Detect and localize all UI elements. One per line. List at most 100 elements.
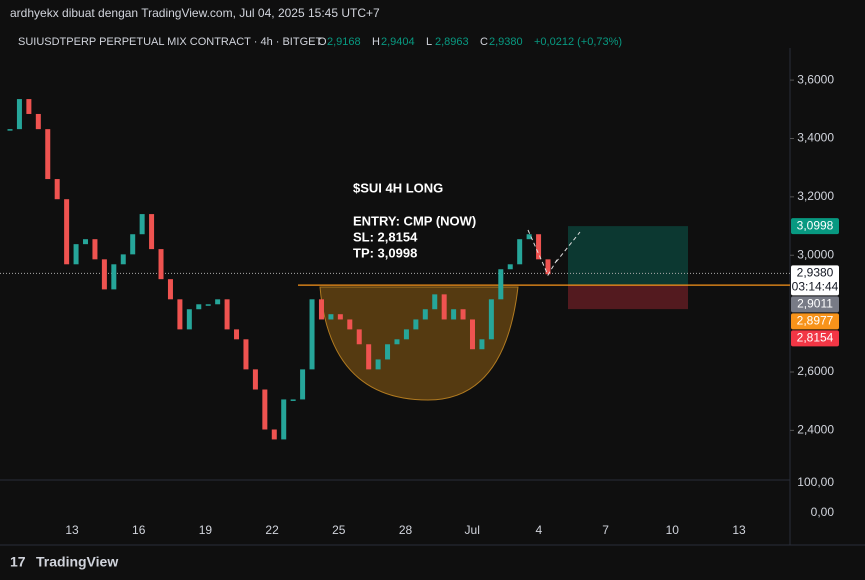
x-tick-label: 13 [732, 523, 746, 537]
x-tick-label: 4 [536, 523, 543, 537]
candle-body [101, 259, 107, 290]
annotation: SL: 2,8154 [353, 229, 418, 244]
price-label: 2,9011 [797, 297, 833, 311]
x-tick-label: 28 [399, 523, 413, 537]
price-label: 2,8977 [797, 314, 834, 328]
ohlc-key: O [318, 36, 327, 48]
candle-body [290, 399, 296, 401]
y-tick-label: 3,4000 [797, 131, 834, 145]
volume-tick-label: 100,00 [797, 475, 834, 489]
price-label-box [791, 330, 839, 347]
candle-body [309, 299, 315, 370]
candle-body [54, 179, 60, 200]
candle-body [45, 129, 51, 180]
x-tick-label: 16 [132, 523, 146, 537]
y-tick-label: 2,4000 [797, 423, 834, 437]
candle-body [26, 99, 32, 114]
candle-body [167, 279, 173, 300]
candle-body [469, 319, 475, 350]
byline: ardhyekx dibuat dengan TradingView.com, … [10, 6, 380, 20]
price-label-box [791, 218, 839, 235]
stop-zone [568, 285, 688, 310]
volume-tick-label: 0,00 [811, 505, 835, 519]
x-tick-label: 22 [265, 523, 279, 537]
ohlc-value: 2,9404 [381, 36, 415, 48]
candle-body [413, 319, 419, 330]
candle-body [300, 369, 306, 400]
candle-body [130, 234, 136, 255]
candle-body [234, 329, 240, 340]
candle-body [252, 369, 258, 390]
candle-body [375, 359, 381, 370]
candle-body [215, 299, 221, 305]
ohlc-key: L [426, 36, 432, 48]
candle-body [92, 239, 98, 260]
x-tick-label: 10 [666, 523, 680, 537]
candle-body [73, 244, 79, 265]
candle-body [507, 264, 513, 270]
price-label: 2,9380 [797, 266, 834, 280]
countdown: 03:14:44 [792, 280, 839, 294]
candle-body [7, 129, 13, 131]
ohlc-value: 2,9168 [327, 36, 361, 48]
price-label: 3,0998 [797, 218, 834, 232]
x-tick-label: 7 [602, 523, 609, 537]
candle-body [205, 304, 211, 306]
cup-shape [319, 286, 519, 401]
candle-body [545, 259, 551, 275]
candle-body [526, 234, 532, 240]
candle-body [451, 309, 457, 320]
change: +0,0212 (+0,73%) [534, 36, 622, 48]
candle-body [149, 214, 155, 250]
price-label-box [791, 313, 839, 330]
candle-body [441, 294, 447, 320]
ohlc-value: 2,9380 [489, 36, 523, 48]
candle-body [432, 294, 438, 310]
x-tick-label: Jul [465, 523, 480, 537]
footer-logo: TradingView [36, 554, 118, 570]
candle-body [517, 239, 523, 265]
candle-body [337, 314, 343, 320]
annotation: ENTRY: CMP (NOW) [353, 213, 476, 228]
candle-body [422, 309, 428, 320]
projection [527, 229, 581, 277]
candle-body [35, 113, 41, 130]
candle-body [177, 299, 183, 330]
price-label-box [791, 265, 839, 296]
candle-body [196, 304, 202, 310]
candle-body [394, 339, 400, 345]
candle-body [139, 214, 145, 235]
x-tick-label: 25 [332, 523, 346, 537]
candle-body [403, 329, 409, 340]
candle-body [318, 299, 324, 320]
candle-body [488, 299, 494, 340]
candle-body [262, 389, 268, 430]
candle-body [271, 429, 277, 440]
candle-body [347, 319, 353, 330]
candle-body [366, 344, 372, 370]
candle-body [385, 344, 391, 360]
candle-body [281, 399, 287, 440]
candle-body [328, 314, 334, 320]
candle-body [16, 99, 22, 130]
candle-body [158, 249, 164, 280]
candle-body [64, 199, 70, 265]
candle-body [186, 309, 192, 330]
candle-body [83, 239, 89, 245]
price-label-box [791, 296, 839, 313]
candle-body [111, 264, 117, 290]
ohlc-key: H [372, 36, 380, 48]
candle-body [120, 254, 126, 265]
x-tick-label: 13 [65, 523, 79, 537]
candle-body [224, 299, 230, 330]
ohlc-key: C [480, 36, 488, 48]
target-zone [568, 226, 688, 286]
candle-body [243, 339, 249, 370]
candle-body [460, 309, 466, 320]
y-tick-label: 2,6000 [797, 364, 834, 378]
y-tick-label: 3,2000 [797, 189, 834, 203]
candle-body [498, 269, 504, 300]
candle-body [356, 329, 362, 345]
